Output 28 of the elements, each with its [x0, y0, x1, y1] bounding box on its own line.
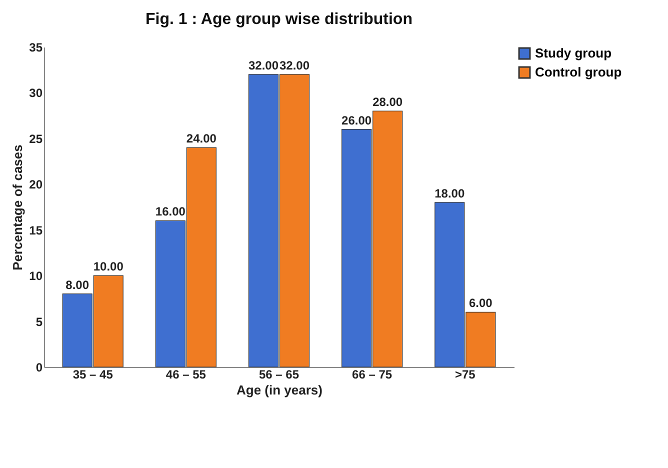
y-tick-label: 20 [29, 178, 43, 192]
legend-label: Control group [535, 64, 622, 80]
data-label: 32.00 [279, 58, 310, 72]
x-axis-title: Age (in years) [236, 382, 322, 398]
data-label: 18.00 [434, 186, 465, 200]
x-tick-label: 66 – 75 [352, 368, 392, 382]
data-label: 24.00 [186, 132, 217, 146]
x-tick-label: 46 – 55 [166, 368, 206, 382]
data-label: 8.00 [66, 278, 90, 292]
y-axis-title: Percentage of cases [10, 144, 26, 270]
x-tick-label: 35 – 45 [72, 368, 114, 382]
y-tick-label: 10 [29, 269, 43, 284]
y-tick-label: 30 [29, 86, 43, 100]
y-tick-label: 15 [29, 223, 43, 238]
chart-title: Fig. 1 : Age group wise distribution [146, 11, 412, 28]
data-label: 26.00 [342, 113, 372, 128]
legend-label: Study group [535, 46, 612, 60]
data-label: 6.00 [468, 296, 493, 310]
y-tick-label: 5 [36, 314, 43, 329]
y-tick-label: 35 [29, 40, 43, 54]
x-tick-label: 56 – 65 [258, 368, 300, 382]
data-label: 32.00 [248, 58, 279, 72]
data-label: 28.00 [372, 95, 403, 109]
data-label: 16.00 [155, 204, 186, 219]
data-label: 10.00 [93, 260, 124, 274]
y-tick-label: 0 [36, 360, 43, 374]
y-tick-label: 25 [29, 132, 43, 146]
x-tick-label: >75 [454, 368, 476, 382]
